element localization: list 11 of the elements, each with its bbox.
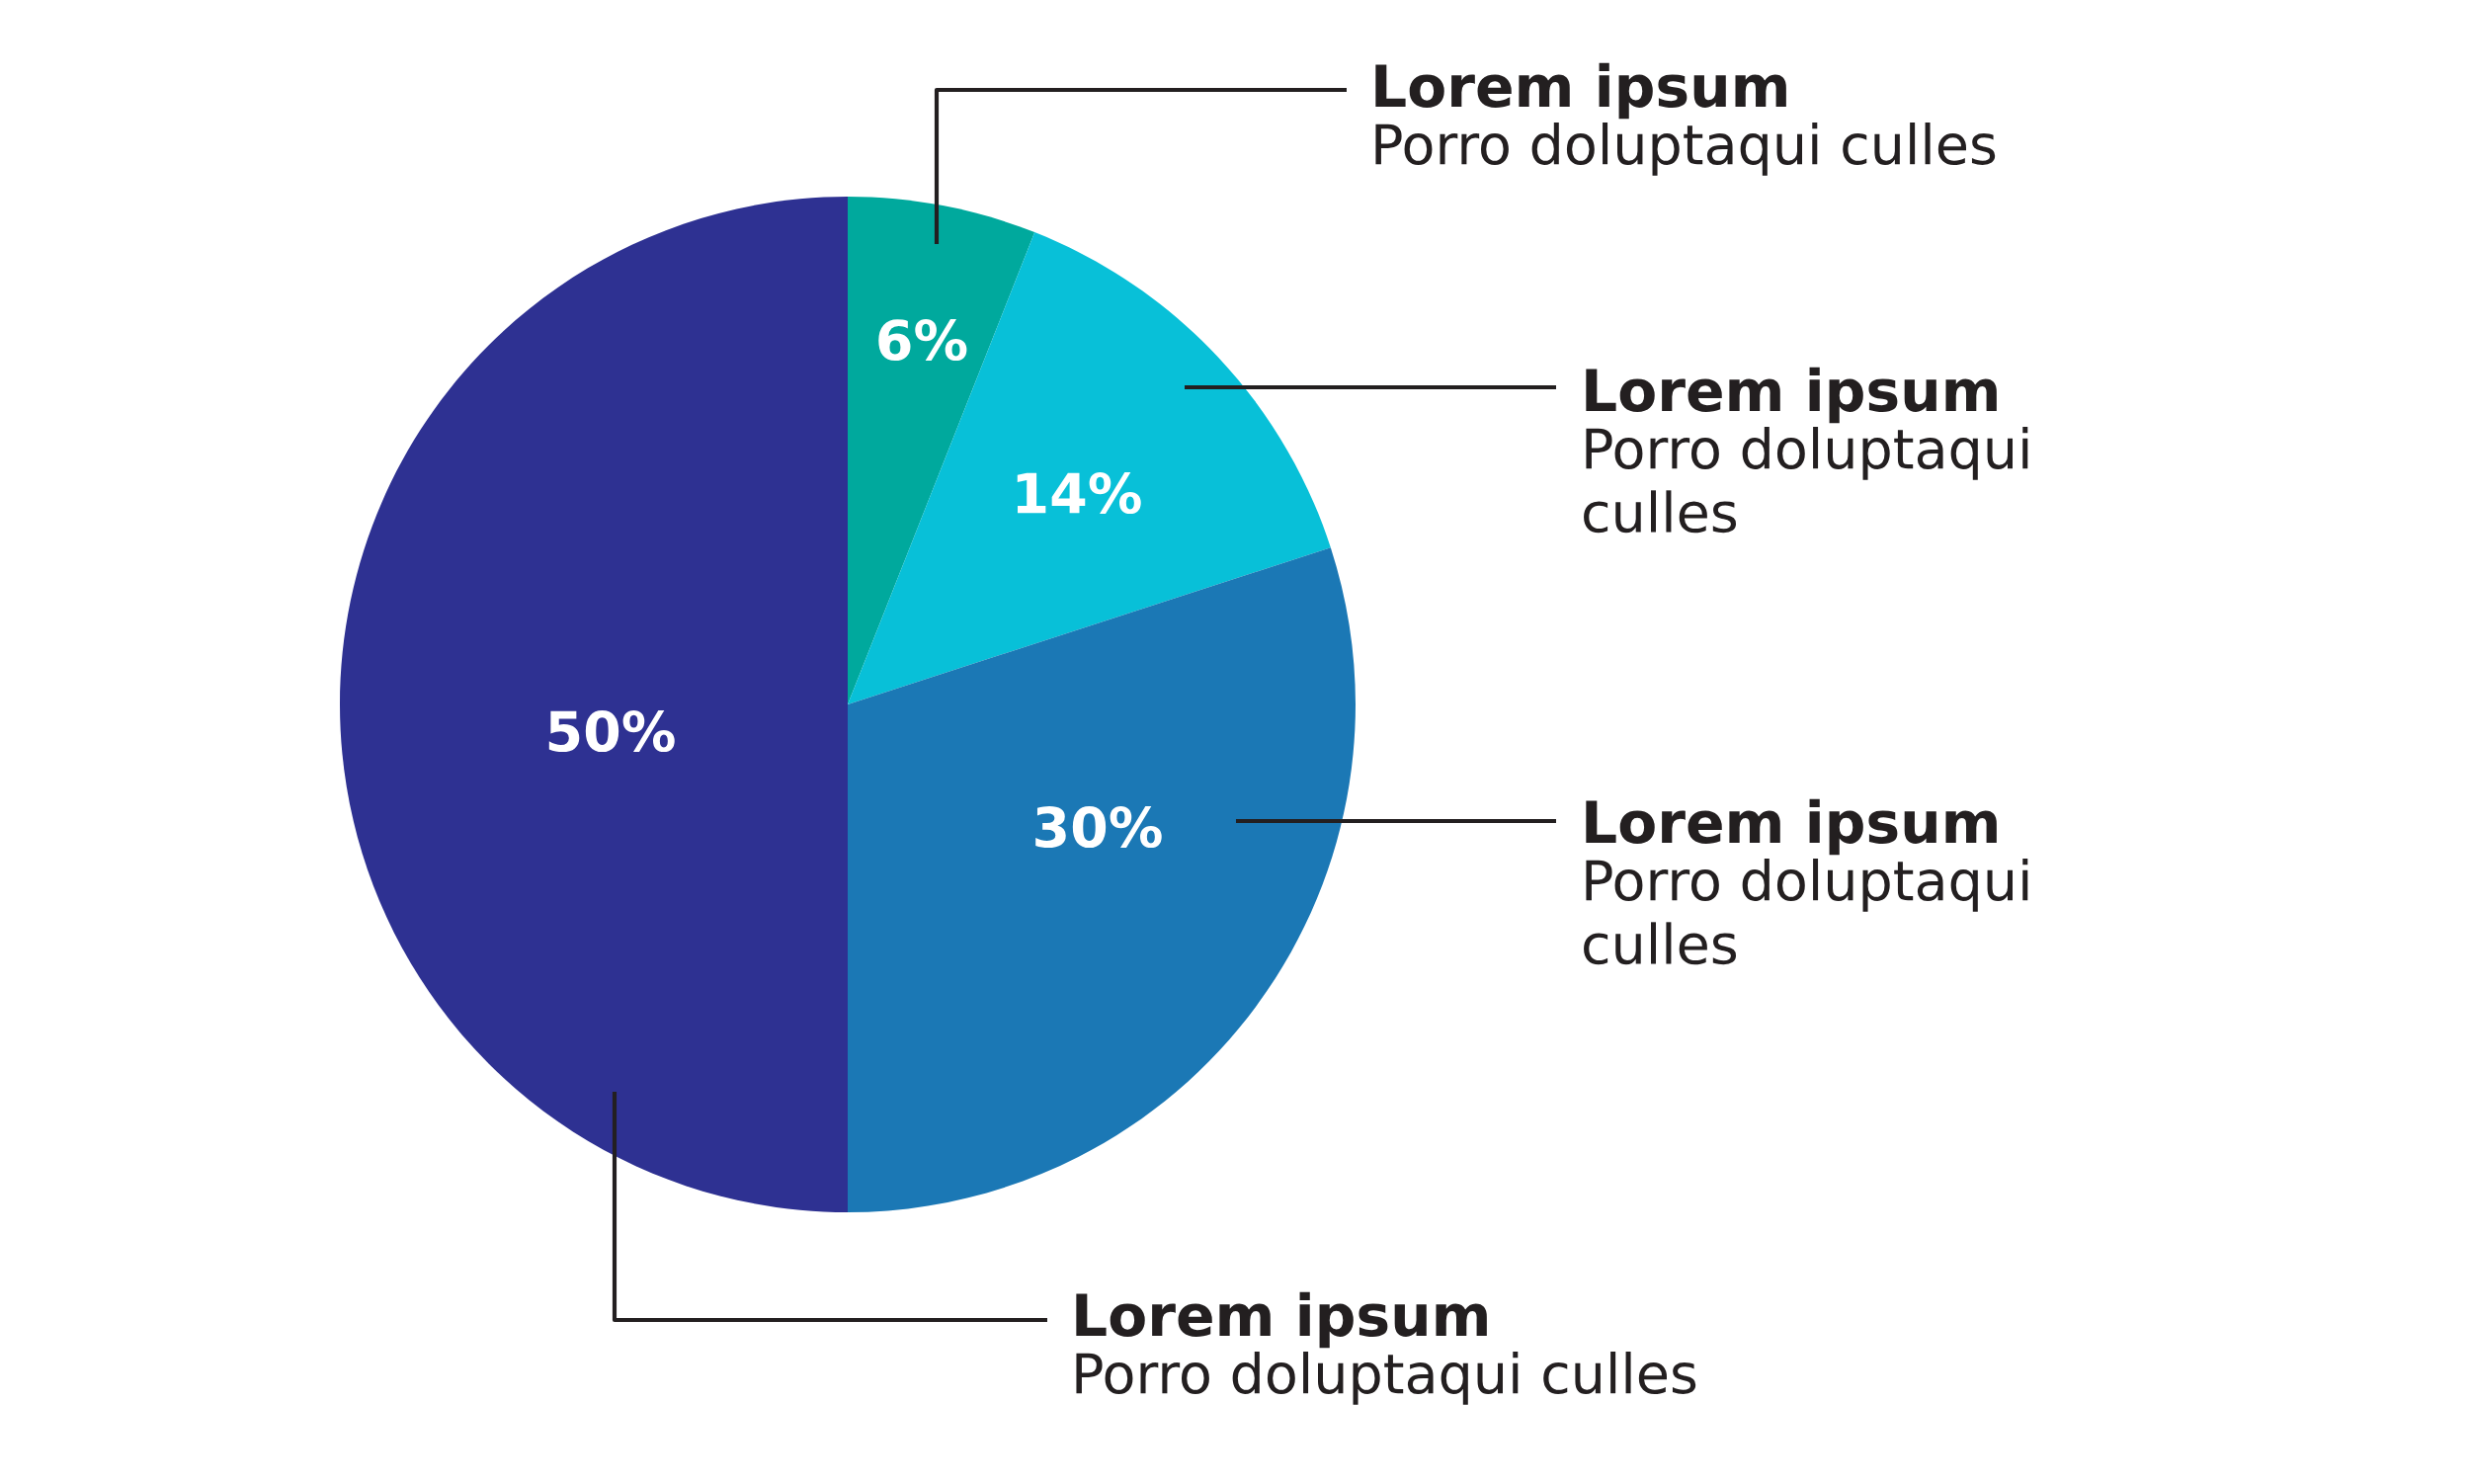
slice-label: Lorem ipsum Porro doluptaqui culles (1375, 62, 1996, 176)
slice-label: Lorem ipsum Porro doluptaqui culles (1584, 798, 2028, 965)
pie-slice (848, 547, 1356, 1212)
data-label: 6% (878, 319, 967, 362)
pie-slice (340, 197, 848, 1212)
data-label: 50% (548, 710, 675, 753)
pie-slice (848, 232, 1331, 704)
data-label: 30% (1035, 806, 1162, 849)
slice-label: Lorem ipsum Porro doluptaqui culles (1584, 367, 2028, 534)
slice-label: Lorem ipsum Porro doluptaqui culles (1076, 1291, 1696, 1405)
data-label: 14% (1017, 472, 1141, 515)
